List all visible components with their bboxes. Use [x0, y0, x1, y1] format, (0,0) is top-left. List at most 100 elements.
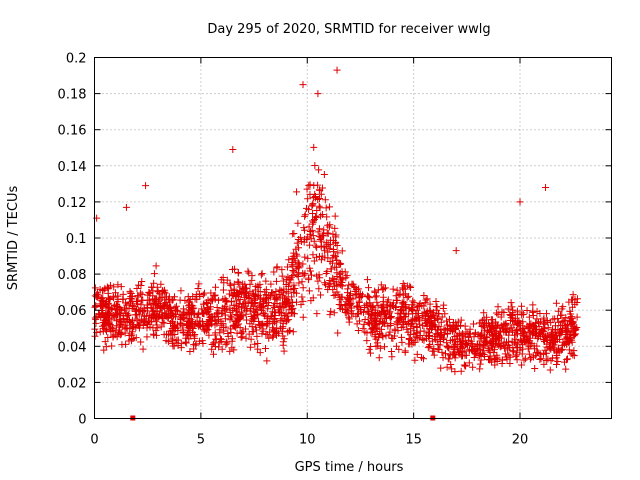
data-point: [303, 236, 311, 244]
data-point: [158, 287, 166, 295]
data-point: [213, 320, 221, 328]
data-point: [388, 353, 396, 361]
data-point: [313, 253, 321, 261]
data-point: [122, 299, 130, 307]
data-point: [425, 328, 433, 336]
data-point: [192, 341, 200, 349]
data-point: [263, 322, 271, 330]
data-point: [337, 260, 345, 268]
data-point: [314, 228, 322, 236]
data-point: [345, 281, 353, 289]
data-point: [160, 319, 168, 327]
data-point: [320, 226, 328, 234]
data-point: [389, 334, 397, 342]
data-point: [234, 278, 242, 286]
data-point: [91, 314, 99, 322]
data-point: [233, 321, 241, 329]
data-point: [512, 352, 520, 360]
data-point: [169, 335, 177, 343]
data-point: [137, 301, 145, 309]
data-point: [217, 321, 225, 329]
data-point: [569, 291, 577, 299]
data-point: [180, 305, 188, 313]
data-point: [287, 302, 295, 310]
data-point: [249, 290, 257, 298]
data-point: [155, 312, 163, 320]
data-point: [128, 292, 136, 300]
data-point: [443, 321, 451, 329]
data-point: [298, 238, 306, 246]
data-point: [368, 306, 376, 314]
data-point: [267, 280, 275, 288]
data-point: [509, 306, 517, 314]
y-tick-label: 0.08: [58, 268, 87, 283]
y-tick-label: 0: [78, 413, 86, 428]
data-point: [273, 264, 281, 272]
data-point: [299, 313, 307, 321]
data-point: [521, 338, 529, 346]
data-point: [476, 346, 484, 354]
data-point: [283, 299, 291, 307]
data-point: [173, 307, 181, 315]
data-point: [323, 213, 331, 221]
data-point: [480, 335, 488, 343]
data-point: [418, 336, 426, 344]
data-point: [195, 280, 203, 288]
data-point: [276, 286, 284, 294]
data-point: [441, 326, 449, 334]
data-point: [469, 320, 477, 328]
data-point: [239, 300, 247, 308]
data-point: [421, 308, 429, 316]
data-point: [150, 270, 158, 278]
data-point: [533, 315, 541, 323]
data-point: [552, 354, 560, 362]
data-point: [262, 296, 270, 304]
data-point: [117, 320, 125, 328]
data-point: [94, 291, 102, 299]
data-point: [555, 318, 563, 326]
data-point: [393, 286, 401, 294]
data-point: [356, 306, 364, 314]
data-point: [330, 309, 338, 317]
data-point: [444, 355, 452, 363]
data-point: [109, 294, 117, 302]
data-point: [288, 293, 296, 301]
data-point: [489, 344, 497, 352]
data-point: [329, 274, 337, 282]
data-point: [454, 318, 462, 326]
data-point: [122, 340, 130, 348]
data-point: [307, 227, 315, 235]
data-point: [507, 299, 515, 307]
data-point: [488, 330, 496, 338]
data-point: [366, 320, 374, 328]
data-point: [420, 336, 428, 344]
data-point: [386, 308, 394, 316]
data-point: [216, 329, 224, 337]
data-point: [307, 235, 315, 243]
data-point: [298, 293, 306, 301]
data-point: [168, 324, 176, 332]
data-point: [299, 284, 307, 292]
data-point: [91, 284, 99, 292]
data-point: [519, 318, 527, 326]
data-point: [139, 322, 147, 330]
data-point: [276, 324, 284, 332]
data-point: [324, 221, 332, 229]
data-point: [148, 304, 156, 312]
data-point: [291, 284, 299, 292]
data-point: [287, 276, 295, 284]
data-point: [301, 253, 309, 261]
data-point: [199, 291, 207, 299]
data-point: [288, 255, 296, 263]
data-point: [541, 332, 549, 340]
data-point: [278, 315, 286, 323]
data-point: [488, 358, 496, 366]
data-point: [314, 277, 322, 285]
data-point: [514, 339, 522, 347]
data-point: [324, 286, 332, 294]
data-point: [235, 279, 243, 287]
data-point: [470, 333, 478, 341]
data-point: [299, 81, 307, 89]
data-point: [99, 309, 107, 317]
data-point: [270, 317, 278, 325]
